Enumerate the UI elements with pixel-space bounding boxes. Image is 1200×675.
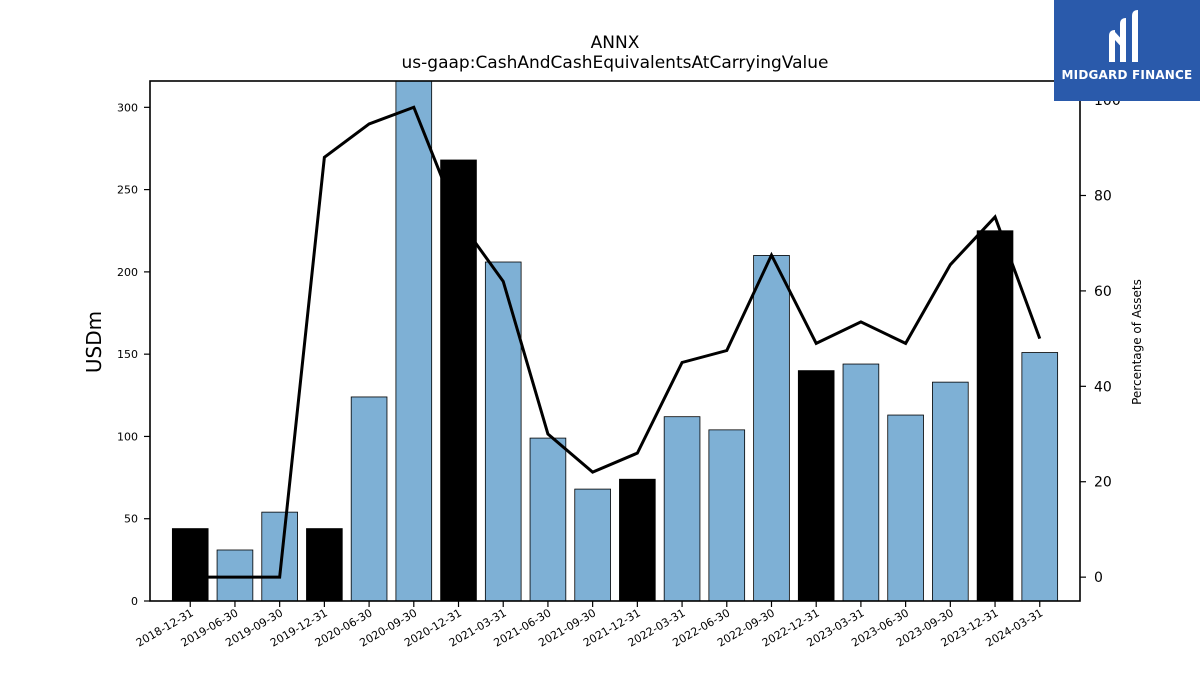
chart-title: ANNX	[590, 33, 640, 53]
percentage-line	[190, 105, 1042, 579]
y2-tick-label: 40	[1094, 379, 1112, 395]
bar-2020-06-30	[350, 396, 388, 601]
bar-2023-09-30	[932, 381, 969, 601]
bar-2020-12-31	[440, 159, 477, 601]
bar-2020-09-30	[395, 81, 433, 601]
plot-frame	[149, 80, 1081, 602]
y-tick-label: 250	[117, 184, 138, 197]
bar-2023-12-31	[976, 230, 1014, 601]
y-tick-label: 300	[117, 101, 138, 114]
bar-2023-06-30	[887, 414, 924, 601]
y-tick-label: 150	[117, 348, 138, 361]
bar-2019-06-30	[216, 549, 254, 601]
bar-2022-12-31	[797, 370, 835, 601]
bar-2019-09-30	[261, 511, 298, 601]
bar-2021-03-31	[484, 261, 522, 601]
y2-axis-label: Percentage of Assets	[1130, 279, 1144, 405]
bar-2022-03-31	[663, 416, 701, 601]
bar-2022-06-30	[708, 429, 746, 601]
bar-2021-09-30	[574, 488, 611, 601]
y-tick-label: 200	[117, 266, 138, 279]
bar-2024-03-31	[1021, 352, 1059, 601]
bar-2019-12-31	[306, 528, 343, 601]
y-axis-label: USDm	[82, 310, 106, 374]
midgard-logo: MIDGARD FINANCE	[1054, 0, 1200, 101]
y2-tick-label: 20	[1094, 475, 1112, 491]
y-tick-label: 0	[131, 595, 138, 608]
logo-text: MIDGARD FINANCE	[1061, 68, 1193, 82]
y2-tick-label: 0	[1094, 570, 1103, 586]
bar-2023-03-31	[842, 363, 880, 601]
y-tick-label: 50	[124, 513, 138, 526]
y2-tick-label: 80	[1094, 188, 1112, 204]
y-tick-label: 100	[117, 430, 138, 443]
chart-subtitle: us-gaap:CashAndCashEquivalentsAtCarrying…	[401, 53, 829, 73]
midgard-logo-icon	[1109, 10, 1138, 62]
bar-2021-06-30	[529, 437, 567, 601]
bar-2022-09-30	[753, 255, 790, 601]
bar-2021-12-31	[619, 478, 656, 601]
y2-tick-label: 60	[1094, 284, 1112, 300]
bar-2018-12-31	[171, 528, 209, 601]
